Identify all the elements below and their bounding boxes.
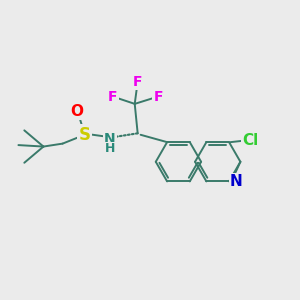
Text: Cl: Cl xyxy=(242,133,259,148)
Text: F: F xyxy=(133,75,142,89)
Text: O: O xyxy=(70,104,83,119)
Text: F: F xyxy=(154,89,163,103)
Text: N: N xyxy=(230,174,243,189)
Text: H: H xyxy=(104,142,115,155)
Text: S: S xyxy=(79,126,91,144)
Text: F: F xyxy=(108,89,117,103)
Text: N: N xyxy=(104,132,116,146)
